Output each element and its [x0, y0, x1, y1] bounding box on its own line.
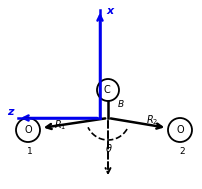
- Text: 1: 1: [27, 147, 33, 156]
- Text: $\theta$: $\theta$: [105, 142, 113, 154]
- Text: x: x: [106, 6, 113, 16]
- Text: B: B: [118, 100, 124, 109]
- Text: 2: 2: [179, 147, 185, 156]
- Text: O: O: [24, 125, 32, 135]
- Text: O: O: [176, 125, 184, 135]
- Text: C: C: [104, 85, 110, 95]
- Text: $R_2$: $R_2$: [146, 113, 158, 127]
- Text: z: z: [7, 107, 13, 117]
- Text: $R_1$: $R_1$: [54, 118, 66, 132]
